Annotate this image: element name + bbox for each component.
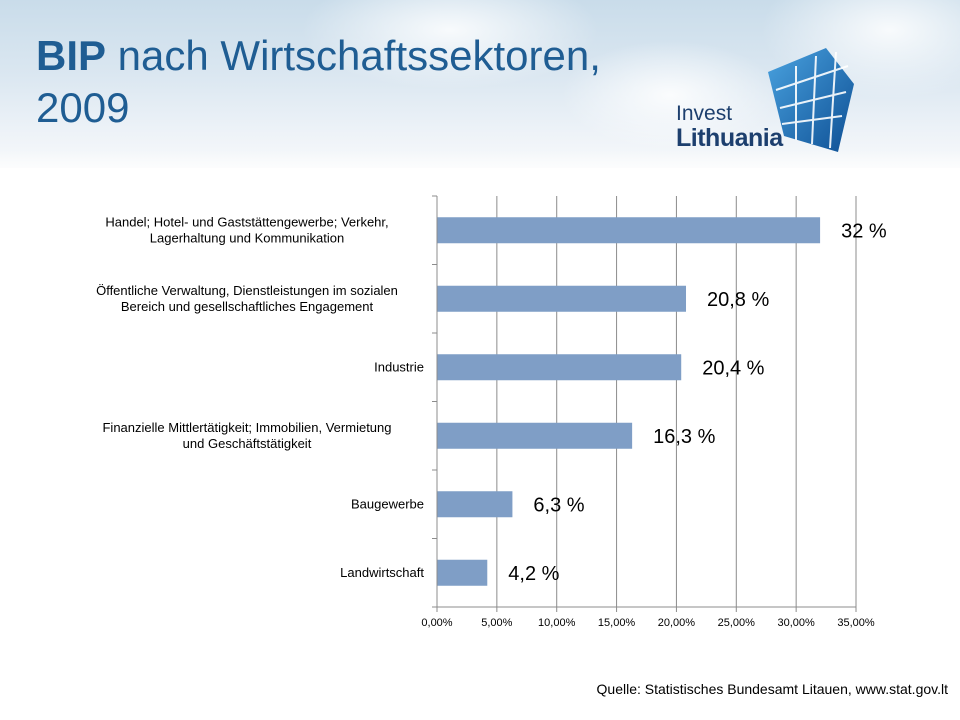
logo-word-lithuania: Lithuania <box>676 124 783 152</box>
header-banner: BIP nach Wirtschaftssektoren, 2009 Inves… <box>0 0 960 168</box>
x-tick-label: 0,00% <box>421 617 452 629</box>
data-label: 20,8 % <box>707 289 769 311</box>
x-tick-label: 30,00% <box>777 617 815 629</box>
category-label: Landwirtschaft <box>340 565 424 580</box>
x-tick-label: 5,00% <box>481 617 512 629</box>
category-label: Lagerhaltung und Kommunikation <box>150 230 344 245</box>
slide-title-bold: BIP <box>36 32 107 79</box>
source-note: Quelle: Statistisches Bundesamt Litauen,… <box>596 681 948 697</box>
cloud-decoration <box>560 40 780 150</box>
x-tick-label: 35,00% <box>837 617 875 629</box>
bar <box>437 422 633 449</box>
data-label: 32 % <box>841 220 887 242</box>
globe-icon <box>768 48 854 152</box>
bar <box>437 559 488 586</box>
category-label: Finanzielle Mittlertätigkeit; Immobilien… <box>102 420 391 435</box>
slide-title: BIP nach Wirtschaftssektoren, 2009 <box>36 30 676 134</box>
data-labels: 32 % 20,8 % 20,4 % 16,3 % 6,3 % 4,2 % <box>508 220 887 585</box>
chart-bars <box>437 217 821 586</box>
data-label: 20,4 % <box>702 357 764 379</box>
logo-word-invest: Invest <box>676 102 733 125</box>
category-labels: Handel; Hotel- und Gaststättengewerbe; V… <box>96 214 424 580</box>
bar <box>437 491 513 518</box>
data-label: 6,3 % <box>533 494 584 516</box>
bar <box>437 354 682 381</box>
x-tick-label: 15,00% <box>598 617 636 629</box>
bar <box>437 285 687 312</box>
sector-gdp-bar-chart: Handel; Hotel- und Gaststättengewerbe; V… <box>96 195 887 629</box>
category-label: Industrie <box>374 359 424 374</box>
chart-axes <box>432 195 857 612</box>
x-tick-label: 20,00% <box>658 617 696 629</box>
data-label: 4,2 % <box>508 563 559 585</box>
category-label: Bereich und gesellschaftliches Engagemen… <box>121 299 374 314</box>
data-label: 16,3 % <box>653 426 715 448</box>
category-label: Handel; Hotel- und Gaststättengewerbe; V… <box>105 214 388 229</box>
slide-title-rest: nach Wirtschaftssektoren, 2009 <box>36 32 601 131</box>
category-label: und Geschäftstätigkeit <box>183 436 312 451</box>
header-fade <box>0 150 960 168</box>
x-tick-labels: 0,00% 5,00% 10,00% 15,00% 20,00% 25,00% 30,00%… <box>421 617 874 629</box>
category-label: Baugewerbe <box>351 496 424 511</box>
bar <box>437 217 821 244</box>
chart-gridlines <box>496 196 857 607</box>
category-label: Öffentliche Verwaltung, Dienstleistungen… <box>96 283 398 298</box>
invest-lithuania-logo: Invest Lithuania <box>676 44 856 156</box>
x-tick-label: 10,00% <box>538 617 576 629</box>
x-tick-label: 25,00% <box>718 617 756 629</box>
